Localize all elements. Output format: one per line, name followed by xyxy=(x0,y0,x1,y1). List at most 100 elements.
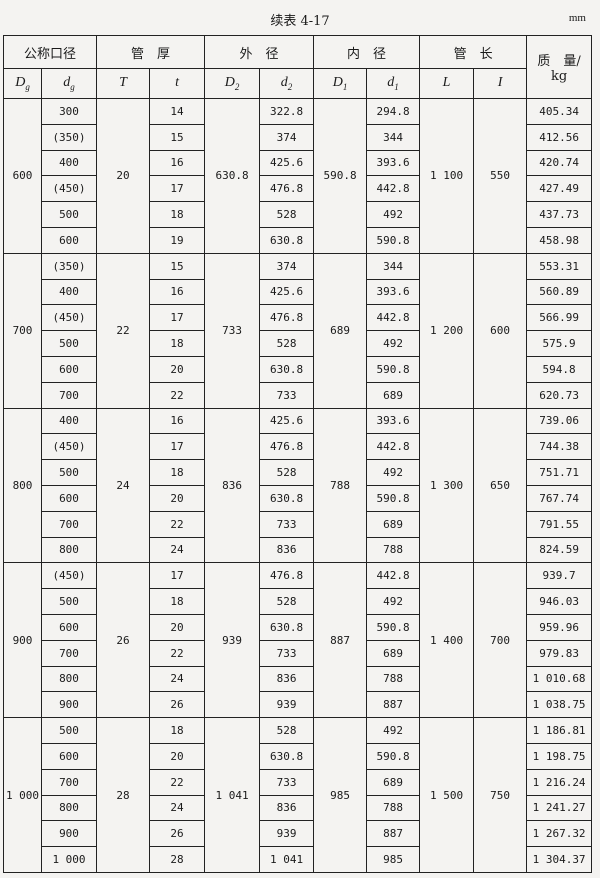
cell-d2: 528 xyxy=(259,588,315,615)
cell-mass: 946.03 xyxy=(526,588,593,615)
symbol-main: D xyxy=(332,75,343,91)
cell-mass: 767.74 xyxy=(526,484,593,512)
cell-d2: 939 xyxy=(259,820,315,848)
cell-mass: 751.71 xyxy=(526,459,593,486)
cell-t: 22 xyxy=(149,510,206,538)
cell-dg: 400 xyxy=(40,278,98,306)
cell-d1: 887 xyxy=(366,691,421,719)
table-row: 600 20 630.8 590.8 594.8 xyxy=(4,355,593,383)
cell-t: 17 xyxy=(149,562,206,590)
cell-d1: 689 xyxy=(366,510,421,538)
cell-dg: 800 xyxy=(40,536,98,564)
cell-d1: 393.6 xyxy=(366,278,421,306)
cell-t: 15 xyxy=(149,252,206,280)
table-row: 700 22 733 689 620.73 xyxy=(4,381,593,409)
table-row: 1 000 28 1 041 985 1 304.37 xyxy=(4,846,593,873)
header-outer-diameter: 外 径 xyxy=(204,35,315,69)
cell-mass: 979.83 xyxy=(526,639,593,667)
cell-mass: 427.49 xyxy=(526,175,593,203)
cell-t: 18 xyxy=(149,201,206,228)
header-nominal-diameter: 公称口径 xyxy=(2,35,98,69)
header-mass-label: 质 量/ xyxy=(537,54,581,69)
cell-mass: 959.96 xyxy=(526,613,593,641)
cell-mass: 1 241.27 xyxy=(526,794,593,822)
cell-T: 26 xyxy=(96,562,151,719)
cell-T: 20 xyxy=(96,98,151,254)
cell-mass: 575.9 xyxy=(526,330,593,357)
cell-dg: (450) xyxy=(40,175,98,203)
cell-dg: 500 xyxy=(40,459,98,486)
cell-D1: 985 xyxy=(313,717,368,873)
table-row: 500 18 528 492 575.9 xyxy=(4,330,593,357)
table-row: 700 22 733 689 791.55 xyxy=(4,510,593,538)
cell-dg: 500 xyxy=(40,201,98,228)
symbol-subscript: g xyxy=(25,81,30,92)
cell-d1: 344 xyxy=(366,252,421,280)
cell-L: 1 300 xyxy=(419,407,475,564)
cell-D1: 788 xyxy=(313,407,368,564)
cell-t: 16 xyxy=(149,149,206,177)
cell-mass: 405.34 xyxy=(526,98,593,125)
cell-T: 24 xyxy=(96,407,151,564)
symbol-main: L xyxy=(442,75,451,91)
symbol-main: T xyxy=(119,75,127,91)
cell-I: 750 xyxy=(473,717,528,873)
table-row: 700 22 733 689 1 216.24 xyxy=(4,768,593,796)
table-row: 400 16 425.6 393.6 420.74 xyxy=(4,149,593,177)
cell-d2: 322.8 xyxy=(259,98,315,125)
cell-mass: 939.7 xyxy=(526,562,593,590)
cell-d2: 528 xyxy=(259,201,315,228)
cell-dg: 900 xyxy=(40,820,98,848)
cell-d2: 476.8 xyxy=(259,433,315,461)
cell-d2: 528 xyxy=(259,330,315,357)
cell-d1: 590.8 xyxy=(366,484,421,512)
symbol-main: d xyxy=(387,75,395,91)
cell-dg: (450) xyxy=(40,562,98,590)
cell-d2: 425.6 xyxy=(259,149,315,177)
cell-d1: 442.8 xyxy=(366,433,421,461)
cell-dg: 1 000 xyxy=(40,846,98,873)
cell-dg: 500 xyxy=(40,330,98,357)
cell-dg: 600 xyxy=(40,226,98,254)
cell-d2: 476.8 xyxy=(259,304,315,332)
cell-d1: 590.8 xyxy=(366,613,421,641)
cell-mass: 1 216.24 xyxy=(526,768,593,796)
cell-L: 1 200 xyxy=(419,252,475,409)
cell-L: 1 400 xyxy=(419,562,475,719)
cell-d1: 442.8 xyxy=(366,175,421,203)
cell-mass: 1 038.75 xyxy=(526,691,593,719)
cell-mass: 739.06 xyxy=(526,407,593,435)
cell-dg: 600 xyxy=(40,613,98,641)
cell-mass: 1 304.37 xyxy=(526,846,593,873)
cell-t: 17 xyxy=(149,304,206,332)
cell-t: 24 xyxy=(149,794,206,822)
cell-D1: 689 xyxy=(313,252,368,409)
cell-d1: 985 xyxy=(366,846,421,873)
symbol-main: t xyxy=(175,75,179,91)
header-mass: 质 量/ kg xyxy=(526,35,593,99)
cell-d1: 689 xyxy=(366,768,421,796)
cell-t: 22 xyxy=(149,639,206,667)
table-row: 600 20 630.8 590.8 767.74 xyxy=(4,484,593,512)
cell-L: 1 500 xyxy=(419,717,475,873)
header-row-groups: 公称口径 管 厚 外 径 内 径 管 长 质 量/ kg xyxy=(2,35,593,99)
table-row: 600 300 20 14 630.8 322.8 590.8 294.8 1 100 550 40… xyxy=(3,98,593,254)
cell-d1: 788 xyxy=(366,665,421,693)
cell-dg: (350) xyxy=(40,123,98,151)
table-row: 600 20 630.8 590.8 1 198.75 xyxy=(4,742,593,770)
symbol-subscript: 1 xyxy=(394,81,399,92)
cell-t: 22 xyxy=(149,768,206,796)
cell-d1: 393.6 xyxy=(366,149,421,177)
cell-mass: 458.98 xyxy=(526,226,593,254)
cell-d2: 528 xyxy=(259,717,315,744)
table-row: 500 18 528 492 946.03 xyxy=(4,588,593,615)
cell-d1: 442.8 xyxy=(366,304,421,332)
cell-d2: 733 xyxy=(259,381,315,409)
cell-mass: 566.99 xyxy=(526,304,593,332)
symbol-main: D xyxy=(224,75,235,91)
cell-t: 20 xyxy=(149,742,206,770)
cell-d2: 630.8 xyxy=(259,484,315,512)
header-mass-unit: kg xyxy=(550,69,568,84)
cell-D2: 836 xyxy=(204,407,261,564)
